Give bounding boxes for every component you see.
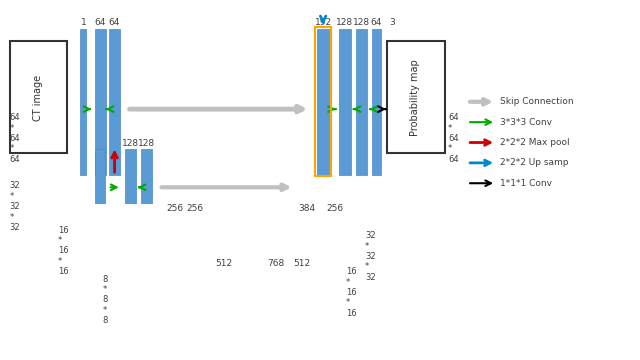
- FancyBboxPatch shape: [269, 269, 284, 305]
- FancyBboxPatch shape: [296, 269, 307, 305]
- Text: 256: 256: [327, 204, 344, 213]
- Text: 32
*
32
*
32: 32 * 32 * 32: [365, 231, 376, 282]
- FancyBboxPatch shape: [80, 28, 86, 175]
- Text: 768: 768: [268, 259, 285, 268]
- Text: 64: 64: [371, 18, 382, 27]
- FancyBboxPatch shape: [218, 269, 229, 305]
- FancyBboxPatch shape: [339, 28, 351, 175]
- FancyBboxPatch shape: [95, 28, 106, 175]
- FancyBboxPatch shape: [125, 149, 136, 226]
- Text: CT image: CT image: [33, 75, 44, 121]
- Text: Skip Connection: Skip Connection: [500, 97, 574, 106]
- Text: 128: 128: [337, 18, 353, 27]
- Text: 512: 512: [215, 259, 232, 268]
- Bar: [10, 41, 67, 153]
- Text: 16
*
16
*
16: 16 * 16 * 16: [346, 267, 356, 318]
- FancyBboxPatch shape: [301, 214, 314, 271]
- Text: 8
*
8
*
8: 8 * 8 * 8: [102, 275, 108, 325]
- Text: 3: 3: [389, 18, 395, 27]
- Text: 64: 64: [95, 18, 106, 27]
- Text: 1*1*1 Conv: 1*1*1 Conv: [500, 179, 552, 188]
- Text: 384: 384: [299, 204, 316, 213]
- Text: 128: 128: [353, 18, 370, 27]
- Text: 1: 1: [81, 18, 86, 27]
- Text: 32
*
32
*
32: 32 * 32 * 32: [10, 181, 20, 232]
- FancyBboxPatch shape: [372, 28, 381, 175]
- Text: 256: 256: [167, 204, 184, 213]
- Text: Probability map: Probability map: [410, 59, 420, 136]
- FancyBboxPatch shape: [189, 269, 200, 305]
- FancyBboxPatch shape: [189, 214, 200, 271]
- FancyBboxPatch shape: [141, 149, 152, 226]
- Text: 256: 256: [186, 204, 203, 213]
- Text: 64
*
64
*
64: 64 * 64 * 64: [10, 113, 20, 164]
- Text: 2*2*2 Max pool: 2*2*2 Max pool: [500, 138, 570, 147]
- FancyBboxPatch shape: [356, 28, 367, 175]
- Text: 192: 192: [315, 18, 332, 27]
- FancyBboxPatch shape: [141, 214, 150, 271]
- FancyBboxPatch shape: [317, 28, 330, 175]
- Text: 128: 128: [138, 139, 155, 148]
- Text: 64: 64: [109, 18, 120, 27]
- Text: 2*2*2 Up samp: 2*2*2 Up samp: [500, 158, 569, 167]
- Text: 512: 512: [293, 259, 310, 268]
- FancyBboxPatch shape: [170, 214, 181, 271]
- Text: 128: 128: [122, 139, 139, 148]
- FancyBboxPatch shape: [95, 149, 104, 226]
- FancyBboxPatch shape: [109, 28, 120, 175]
- FancyBboxPatch shape: [330, 214, 341, 271]
- Text: 3*3*3 Conv: 3*3*3 Conv: [500, 118, 552, 127]
- Bar: [387, 41, 445, 153]
- Text: 64
*
64
*
64: 64 * 64 * 64: [448, 113, 459, 164]
- Text: 16
*
16
*
16: 16 * 16 * 16: [58, 225, 68, 276]
